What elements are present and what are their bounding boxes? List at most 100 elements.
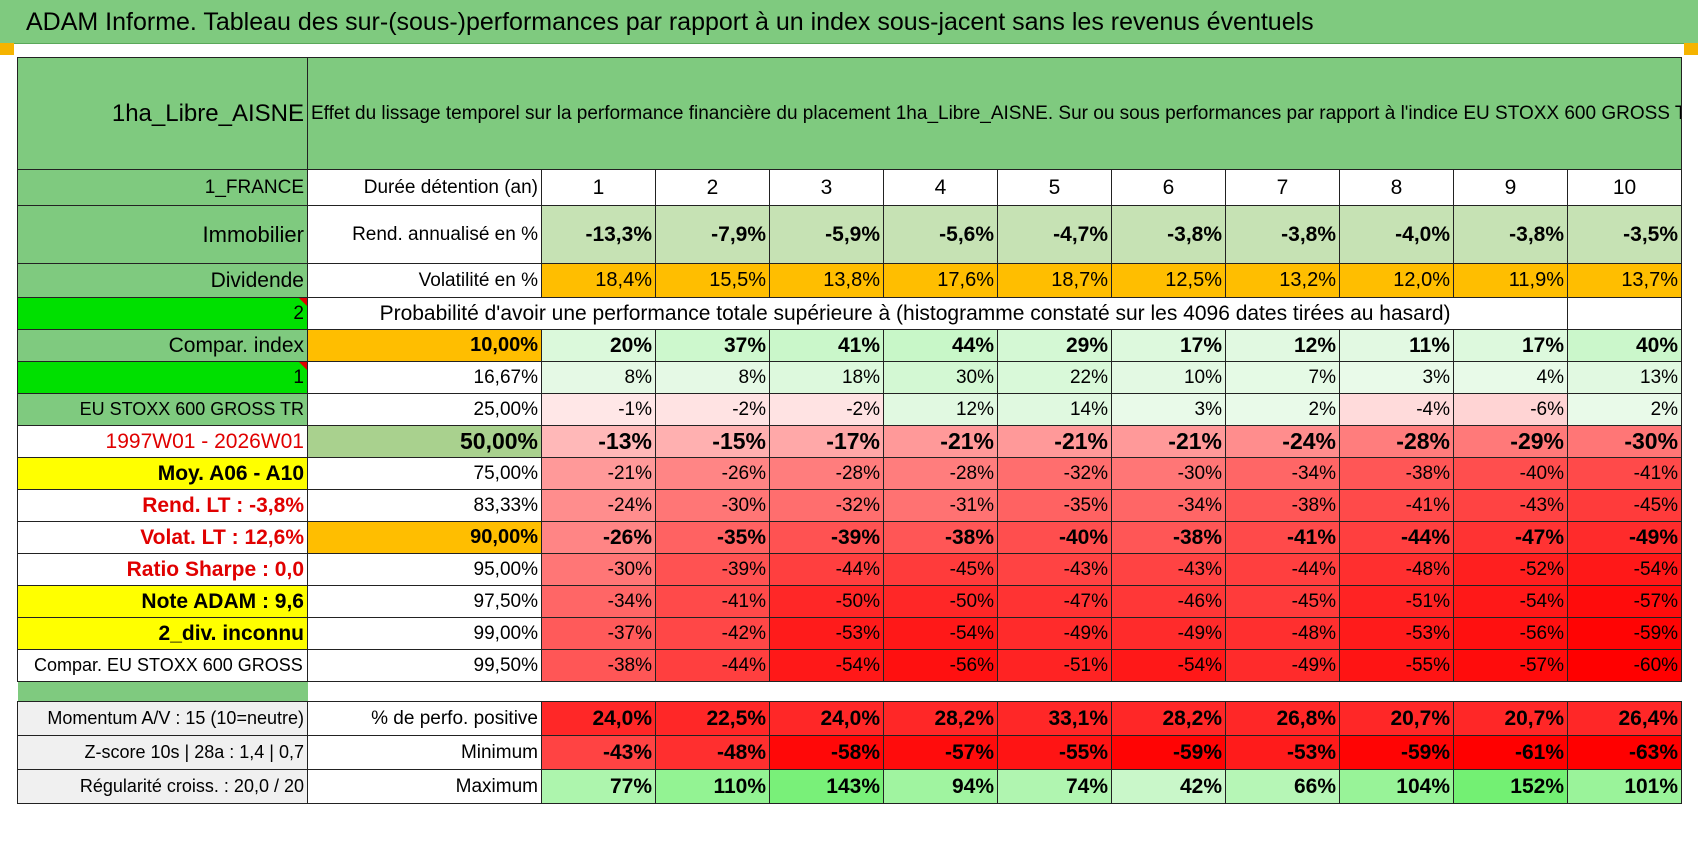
year-header-1: 1 <box>541 169 656 206</box>
percentile-cell: -26% <box>541 521 656 554</box>
percentile-cell: -42% <box>655 617 770 650</box>
percentile-label: 97,50% <box>307 585 542 618</box>
percentile-label: 90,00% <box>307 521 542 554</box>
percentile-cell: -54% <box>1111 649 1226 682</box>
param-b-cell[interactable]: 1 <box>17 361 308 394</box>
percentile-cell: 37% <box>655 329 770 362</box>
percentile-cell: -21% <box>997 425 1112 458</box>
maximum-cell-2: 110% <box>655 769 770 804</box>
percentile-cell: -45% <box>1566 489 1683 522</box>
percentile-cell: -57% <box>1453 649 1568 682</box>
year-header-5: 5 <box>997 169 1112 206</box>
percentile-cell: -54% <box>1566 553 1683 586</box>
maximum-cell-3: 143% <box>769 769 884 804</box>
maximum-cell-4: 94% <box>883 769 998 804</box>
percentile-cell: -54% <box>883 617 998 650</box>
percentile-cell: -40% <box>1453 457 1568 490</box>
positive-cell-9: 20,7% <box>1453 701 1568 736</box>
percentile-cell: -47% <box>997 585 1112 618</box>
maximum-cell-5: 74% <box>997 769 1112 804</box>
rend-cell-4: -5,6% <box>883 205 998 264</box>
vol-cell-5: 18,7% <box>997 263 1112 298</box>
percentile-cell: -49% <box>1225 649 1340 682</box>
percentile-cell: -38% <box>541 649 656 682</box>
percentile-cell: -2% <box>769 393 884 426</box>
percentile-cell: -28% <box>883 457 998 490</box>
percentile-cell: 8% <box>655 361 770 394</box>
positive-cell-6: 28,2% <box>1111 701 1226 736</box>
spacer-band <box>17 681 308 702</box>
percentile-cell: -4% <box>1339 393 1454 426</box>
minimum-label: Minimum <box>307 735 542 770</box>
year-header-3: 3 <box>769 169 884 206</box>
vol-cell-7: 13,2% <box>1225 263 1340 298</box>
compar-index-label: Compar. index <box>17 329 308 362</box>
regularite-label: Régularité croiss. : 20,0 / 20 <box>17 769 308 804</box>
period-label: 1997W01 - 2026W01 <box>17 425 308 458</box>
corner-marker-right <box>1684 43 1698 55</box>
minimum-cell-4: -57% <box>883 735 998 770</box>
percentile-label: 75,00% <box>307 457 542 490</box>
percentile-cell: -49% <box>1111 617 1226 650</box>
percentile-cell: -57% <box>1566 585 1683 618</box>
percentile-cell: -44% <box>655 649 770 682</box>
percentile-cell: -41% <box>1225 521 1340 554</box>
percentile-cell: 41% <box>769 329 884 362</box>
zscore-label: Z-score 10s | 28a : 1,4 | 0,7 <box>17 735 308 770</box>
percentile-cell: -6% <box>1453 393 1568 426</box>
percentile-label: 99,50% <box>307 649 542 682</box>
percentile-cell: 14% <box>997 393 1112 426</box>
report-title: ADAM Informe. Tableau des sur-(sous-)per… <box>0 0 1698 44</box>
percentile-cell: -49% <box>997 617 1112 650</box>
param-a-cell[interactable]: 2 <box>17 297 308 330</box>
percentile-cell: -35% <box>655 521 770 554</box>
positive-cell-10: 26,4% <box>1566 701 1683 736</box>
rend-cell-10: -3,5% <box>1566 205 1683 264</box>
div-label: 2_div. inconnu <box>17 617 308 650</box>
percentile-cell: -34% <box>1225 457 1340 490</box>
percentile-cell: -29% <box>1453 425 1568 458</box>
positive-cell-4: 28,2% <box>883 701 998 736</box>
minimum-cell-5: -55% <box>997 735 1112 770</box>
percentile-cell: 2% <box>1225 393 1340 426</box>
minimum-cell-6: -59% <box>1111 735 1226 770</box>
rend-lt-label: Rend. LT : -3,8% <box>17 489 308 522</box>
percentile-label: 25,00% <box>307 393 542 426</box>
percentile-cell: -53% <box>769 617 884 650</box>
maximum-cell-7: 66% <box>1225 769 1340 804</box>
percentile-cell: -38% <box>1225 489 1340 522</box>
vol-cell-6: 12,5% <box>1111 263 1226 298</box>
percentile-cell: -38% <box>1111 521 1226 554</box>
percentile-cell: -39% <box>655 553 770 586</box>
index-name-label: EU STOXX 600 GROSS TR <box>17 393 308 426</box>
compar-eu-label: Compar. EU STOXX 600 GROSS TR <box>17 649 308 682</box>
percentile-cell: -26% <box>655 457 770 490</box>
year-header-8: 8 <box>1339 169 1454 206</box>
rend-label: Rend. annualisé en % <box>307 205 542 264</box>
percentile-cell: -24% <box>541 489 656 522</box>
rend-cell-1: -13,3% <box>541 205 656 264</box>
percentile-label: 50,00% <box>307 425 542 458</box>
positive-cell-3: 24,0% <box>769 701 884 736</box>
percentile-cell: -50% <box>769 585 884 618</box>
percentile-cell: 44% <box>883 329 998 362</box>
percentile-cell: -15% <box>655 425 770 458</box>
probability-header: Probabilité d'avoir une performance tota… <box>307 297 1454 330</box>
percentile-label: 99,00% <box>307 617 542 650</box>
vol-cell-4: 17,6% <box>883 263 998 298</box>
percentile-cell: 17% <box>1453 329 1568 362</box>
percentile-cell: -41% <box>1339 489 1454 522</box>
percentile-cell: -53% <box>1339 617 1454 650</box>
rend-cell-9: -3,8% <box>1453 205 1568 264</box>
minimum-cell-7: -53% <box>1225 735 1340 770</box>
asset-type-label: Immobilier <box>17 205 308 264</box>
percentile-cell: -35% <box>997 489 1112 522</box>
momentum-label: Momentum A/V : 15 (10=neutre) <box>17 701 308 736</box>
rend-cell-8: -4,0% <box>1339 205 1454 264</box>
asset-description: Effet du lissage temporel sur la perform… <box>306 57 1683 170</box>
percentile-cell: -38% <box>1339 457 1454 490</box>
percentile-cell: -28% <box>1339 425 1454 458</box>
percentile-label: 16,67% <box>307 361 542 394</box>
percentile-cell: 2% <box>1566 393 1683 426</box>
percentile-cell: 40% <box>1566 329 1683 362</box>
